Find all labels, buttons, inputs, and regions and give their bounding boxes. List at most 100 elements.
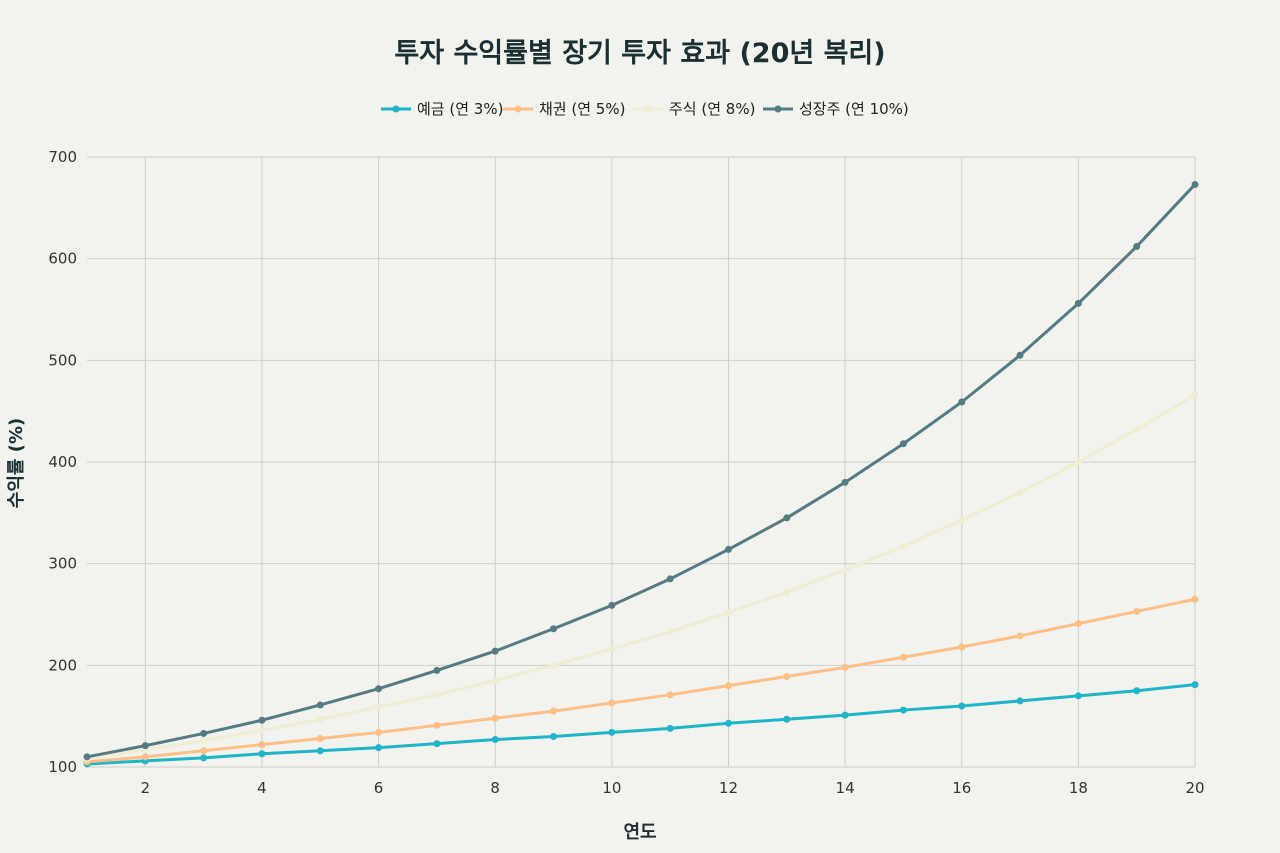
data-point [958,516,966,524]
data-point [491,736,499,744]
data-point [608,645,616,653]
data-point [958,398,966,406]
chart-title: 투자 수익률별 장기 투자 효과 (20년 복리) [394,38,885,69]
data-point [316,715,324,723]
data-point [666,575,674,583]
data-point [141,742,149,750]
y-tick-label: 100 [48,758,77,776]
x-tick-label: 6 [374,779,384,797]
y-axis-ticks: 100 200 300 400 500 600 700 [48,148,77,776]
x-axis-ticks: 2 4 6 8 10 12 14 16 18 20 [141,779,1205,797]
data-point [783,673,791,681]
series-3 [83,391,1199,763]
legend-item[interactable]: 채권 (연 5%) [503,100,625,118]
data-point [433,666,441,674]
data-point [1074,458,1082,466]
legend-label: 주식 (연 8%) [669,100,755,118]
y-tick-label: 700 [48,148,77,166]
y-tick-label: 600 [48,250,77,268]
legend-item[interactable]: 예금 (연 3%) [381,100,503,118]
x-tick-label: 20 [1185,779,1204,797]
data-point [724,545,732,553]
data-point [141,753,149,761]
legend-swatch-marker [392,105,400,113]
data-point [375,744,383,752]
legend-label: 채권 (연 5%) [539,100,625,118]
x-tick-label: 16 [952,779,971,797]
data-point [899,706,907,714]
data-point [1191,681,1199,689]
data-point [258,741,266,749]
data-point [491,714,499,722]
data-point [841,663,849,671]
data-point [316,747,324,755]
data-point [550,661,558,669]
legend-swatch-marker [644,105,652,113]
x-tick-label: 10 [602,779,621,797]
series-line [85,393,1197,761]
data-point [841,711,849,719]
y-tick-label: 300 [48,555,77,573]
x-tick-label: 2 [141,779,151,797]
series-line [85,683,1197,766]
data-point [724,719,732,727]
data-point [1133,687,1141,695]
legend-swatch-marker [774,105,782,113]
y-axis-title: 수익률 (%) [6,418,27,508]
data-point [958,643,966,651]
data-point [1016,351,1024,359]
data-point [1133,242,1141,250]
legend-item[interactable]: 주식 (연 8%) [633,100,755,118]
data-point [958,702,966,710]
data-point [433,721,441,729]
x-tick-label: 12 [719,779,738,797]
data-point [899,440,907,448]
data-point [200,737,208,745]
data-point [608,728,616,736]
legend-label: 예금 (연 3%) [417,100,503,118]
data-point [608,601,616,609]
data-point [375,728,383,736]
data-point [316,735,324,743]
data-point [1074,299,1082,307]
data-point [1016,489,1024,496]
y-tick-label: 500 [48,351,77,369]
series-line [85,597,1197,764]
data-point [491,647,499,655]
data-point [258,750,266,758]
data-point [1191,180,1199,188]
data-point [841,566,849,574]
data-point [433,740,441,748]
data-point [200,754,208,762]
data-point [375,685,383,693]
data-point [1133,425,1141,433]
series-2 [83,595,1199,766]
legend-swatch-marker [514,105,522,113]
data-point [1191,391,1199,399]
data-point [550,625,558,633]
data-point [1133,607,1141,615]
x-tick-label: 8 [490,779,500,797]
x-tick-label: 14 [836,779,855,797]
data-point [1191,595,1199,603]
data-point [316,701,324,709]
data-point [1016,632,1024,640]
y-tick-label: 200 [48,656,77,674]
data-point [375,703,383,711]
data-point [200,747,208,755]
legend: 예금 (연 3%) 채권 (연 5%) 주식 (연 8%) 성장주 (연 10%) [381,100,909,118]
data-point [258,726,266,734]
data-point [83,753,91,761]
data-point [608,699,616,707]
data-point [666,691,674,699]
grid [87,156,1196,768]
data-point [666,628,674,636]
data-point [200,729,208,737]
data-point [1074,692,1082,700]
series-4 [83,180,1199,761]
data-point [550,707,558,715]
legend-item[interactable]: 성장주 (연 10%) [763,100,909,118]
data-point [1016,697,1024,705]
data-point [258,716,266,724]
